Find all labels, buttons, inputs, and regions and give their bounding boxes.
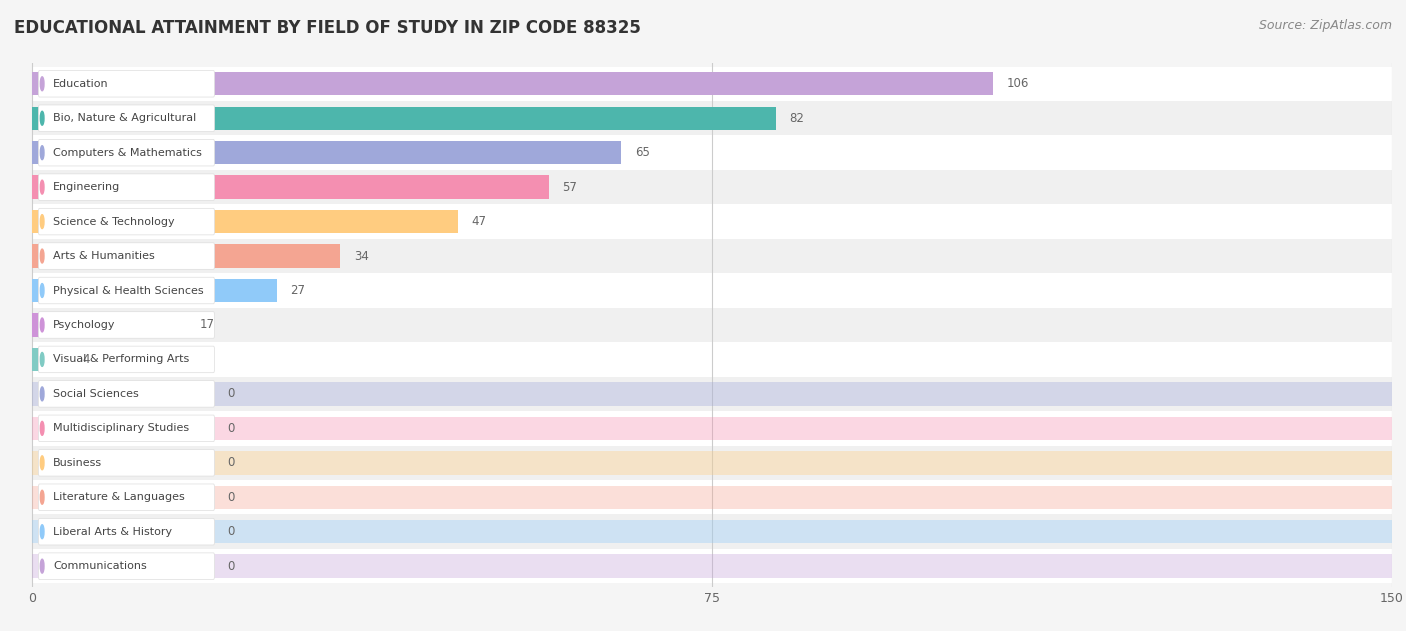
Bar [32, 416, 1392, 440]
FancyBboxPatch shape [38, 243, 215, 269]
FancyBboxPatch shape [38, 105, 215, 131]
FancyBboxPatch shape [38, 174, 215, 201]
Text: Computers & Mathematics: Computers & Mathematics [53, 148, 202, 158]
Circle shape [41, 559, 44, 573]
Circle shape [41, 249, 44, 263]
FancyBboxPatch shape [38, 519, 215, 545]
Text: 0: 0 [228, 422, 235, 435]
Circle shape [41, 318, 44, 332]
Text: 27: 27 [291, 284, 305, 297]
Bar [32, 273, 1392, 308]
Circle shape [41, 111, 44, 125]
Bar [32, 480, 1392, 514]
Text: Education: Education [53, 79, 108, 89]
Text: Visual & Performing Arts: Visual & Performing Arts [53, 355, 190, 365]
Circle shape [41, 146, 44, 160]
Bar [32, 485, 1392, 509]
Text: 0: 0 [228, 525, 235, 538]
Bar [32, 136, 1392, 170]
Bar [32, 107, 776, 130]
Text: 82: 82 [789, 112, 804, 125]
Text: 17: 17 [200, 319, 215, 331]
Circle shape [41, 353, 44, 367]
Bar [32, 549, 1392, 584]
Bar [32, 279, 277, 302]
FancyBboxPatch shape [38, 449, 215, 476]
Circle shape [41, 422, 44, 435]
FancyBboxPatch shape [38, 484, 215, 510]
Text: 57: 57 [562, 180, 578, 194]
Text: 47: 47 [472, 215, 486, 228]
Text: Social Sciences: Social Sciences [53, 389, 139, 399]
Circle shape [41, 456, 44, 469]
Text: 106: 106 [1007, 77, 1029, 90]
Bar [32, 348, 69, 371]
Bar [32, 170, 1392, 204]
Bar [32, 204, 1392, 239]
Text: Bio, Nature & Agricultural: Bio, Nature & Agricultural [53, 113, 197, 123]
Bar [32, 445, 1392, 480]
Bar [32, 239, 1392, 273]
Bar [32, 342, 1392, 377]
Bar [32, 101, 1392, 136]
Circle shape [41, 525, 44, 539]
Bar [32, 377, 1392, 411]
Text: 0: 0 [228, 456, 235, 469]
FancyBboxPatch shape [38, 380, 215, 407]
Bar [32, 72, 993, 95]
Text: Liberal Arts & History: Liberal Arts & History [53, 527, 172, 537]
Text: 4: 4 [82, 353, 90, 366]
Text: Business: Business [53, 457, 103, 468]
Bar [32, 555, 1392, 578]
FancyBboxPatch shape [38, 415, 215, 442]
Text: Arts & Humanities: Arts & Humanities [53, 251, 155, 261]
Bar [32, 313, 186, 337]
Text: Science & Technology: Science & Technology [53, 216, 174, 227]
Bar [32, 141, 621, 165]
FancyBboxPatch shape [38, 139, 215, 166]
Text: 0: 0 [228, 387, 235, 401]
FancyBboxPatch shape [38, 71, 215, 97]
Text: 34: 34 [354, 249, 368, 262]
Circle shape [41, 215, 44, 228]
Circle shape [41, 283, 44, 297]
Circle shape [41, 180, 44, 194]
Text: Communications: Communications [53, 561, 146, 571]
Bar [32, 514, 1392, 549]
Text: 65: 65 [636, 146, 650, 159]
Bar [32, 411, 1392, 445]
Bar [32, 175, 548, 199]
Text: Physical & Health Sciences: Physical & Health Sciences [53, 285, 204, 295]
Circle shape [41, 490, 44, 504]
Bar [32, 382, 1392, 406]
Text: Literature & Languages: Literature & Languages [53, 492, 184, 502]
Text: Engineering: Engineering [53, 182, 121, 192]
FancyBboxPatch shape [38, 553, 215, 579]
FancyBboxPatch shape [38, 346, 215, 373]
Text: Source: ZipAtlas.com: Source: ZipAtlas.com [1258, 19, 1392, 32]
Text: 0: 0 [228, 491, 235, 504]
Text: Multidisciplinary Studies: Multidisciplinary Studies [53, 423, 190, 433]
Bar [32, 520, 1392, 543]
Text: 0: 0 [228, 560, 235, 573]
FancyBboxPatch shape [38, 277, 215, 304]
Circle shape [41, 77, 44, 91]
Text: EDUCATIONAL ATTAINMENT BY FIELD OF STUDY IN ZIP CODE 88325: EDUCATIONAL ATTAINMENT BY FIELD OF STUDY… [14, 19, 641, 37]
FancyBboxPatch shape [38, 312, 215, 338]
Bar [32, 308, 1392, 342]
Bar [32, 66, 1392, 101]
Bar [32, 451, 1392, 475]
FancyBboxPatch shape [38, 208, 215, 235]
Circle shape [41, 387, 44, 401]
Text: Psychology: Psychology [53, 320, 115, 330]
Bar [32, 210, 458, 233]
Bar [32, 244, 340, 268]
